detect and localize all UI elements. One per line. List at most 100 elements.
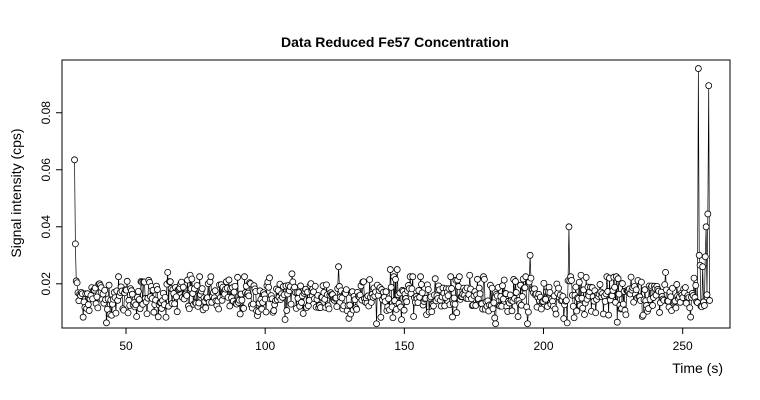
data-point xyxy=(360,278,367,286)
data-point xyxy=(632,286,640,294)
data-point xyxy=(682,284,689,291)
data-point xyxy=(265,283,273,291)
x-tick-label: 200 xyxy=(534,339,554,353)
data-point xyxy=(173,308,181,316)
data-point xyxy=(172,293,180,301)
data-point xyxy=(702,223,710,231)
data-point xyxy=(627,273,635,281)
data-point xyxy=(582,274,590,281)
data-point xyxy=(153,286,161,293)
data-point xyxy=(385,295,393,303)
data-point xyxy=(476,290,484,298)
data-point xyxy=(408,285,416,293)
data-point xyxy=(672,304,680,312)
x-axis: 50 100 150 200 250 xyxy=(119,328,693,353)
data-point xyxy=(400,306,408,314)
data-point xyxy=(518,293,526,300)
data-point xyxy=(466,271,474,279)
plot-area xyxy=(61,59,731,329)
data-point xyxy=(492,320,499,328)
data-point xyxy=(133,313,141,320)
data-point xyxy=(565,223,573,231)
data-point xyxy=(611,283,619,291)
data-point xyxy=(563,319,571,327)
data-point xyxy=(85,307,93,314)
data-point xyxy=(134,287,142,295)
data-point xyxy=(692,281,700,289)
data-point xyxy=(240,304,248,312)
data-point xyxy=(491,314,499,322)
data-point xyxy=(382,288,390,296)
data-point xyxy=(649,302,657,309)
data-point xyxy=(225,276,233,284)
data-point xyxy=(540,279,548,287)
data-point xyxy=(123,277,131,285)
data-point xyxy=(288,270,296,278)
data-point xyxy=(166,278,174,286)
data-point xyxy=(299,310,307,317)
data-point xyxy=(699,263,707,271)
data-point xyxy=(245,292,253,300)
data-point xyxy=(403,298,411,306)
data-point xyxy=(171,300,179,308)
data-point xyxy=(615,290,623,298)
data-point xyxy=(377,313,385,321)
data-point xyxy=(694,65,702,72)
data-point xyxy=(143,310,151,318)
data-point xyxy=(71,240,79,248)
data-point xyxy=(387,283,395,291)
data-point xyxy=(266,274,273,282)
data-point xyxy=(428,308,436,316)
data-point xyxy=(669,284,676,292)
data-point xyxy=(570,314,578,322)
data-point xyxy=(410,313,418,320)
data-point xyxy=(687,313,694,321)
y-tick-label: 0.06 xyxy=(39,158,53,182)
data-point xyxy=(353,305,361,313)
data-point xyxy=(455,273,463,281)
data-point xyxy=(512,289,520,296)
data-point xyxy=(537,305,545,313)
data-point xyxy=(444,292,452,300)
data-point xyxy=(526,251,534,259)
data-point xyxy=(449,313,456,321)
data-point xyxy=(514,313,522,320)
data-point xyxy=(193,282,201,289)
x-axis-label: Time (s) xyxy=(672,360,723,376)
data-point xyxy=(196,273,204,281)
data-point xyxy=(700,302,708,309)
data-point xyxy=(701,253,709,261)
data-point xyxy=(101,286,109,294)
x-tick-label: 250 xyxy=(673,339,693,353)
data-point xyxy=(112,309,120,317)
data-point xyxy=(667,293,675,301)
data-point xyxy=(325,305,333,313)
data-point xyxy=(453,309,461,317)
data-point xyxy=(283,307,291,314)
data-point xyxy=(281,316,289,323)
data-point xyxy=(373,320,380,328)
y-tick-label: 0.02 xyxy=(39,272,53,296)
data-point xyxy=(480,275,488,283)
data-point xyxy=(236,310,244,318)
data-point xyxy=(622,311,630,319)
data-point xyxy=(188,275,196,283)
data-point xyxy=(335,263,342,271)
data-point xyxy=(105,281,113,289)
data-point xyxy=(346,301,354,309)
plot-frame xyxy=(61,59,731,329)
data-point xyxy=(164,268,172,276)
x-tick-label: 100 xyxy=(255,339,275,353)
data-point xyxy=(207,273,215,281)
data-point xyxy=(417,280,425,288)
data-point xyxy=(695,251,703,259)
data-point xyxy=(673,281,681,288)
data-point xyxy=(230,288,238,296)
data-point xyxy=(202,304,210,312)
data-point xyxy=(231,282,239,290)
x-tick-label: 50 xyxy=(119,339,133,353)
data-point xyxy=(450,294,458,302)
data-point xyxy=(569,302,577,310)
data-point xyxy=(195,299,203,307)
